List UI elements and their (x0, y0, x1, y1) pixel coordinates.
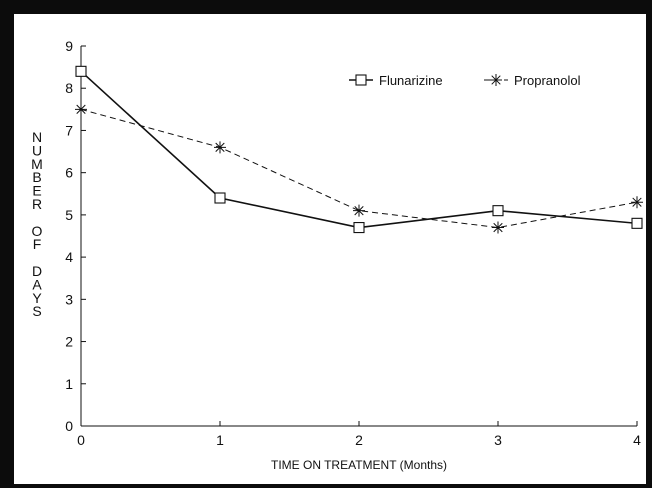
frame-right (646, 0, 652, 488)
series-layer (75, 65, 643, 234)
frame-bottom (0, 484, 652, 488)
asterisk-marker-strokes (75, 103, 87, 116)
x-tick-label: 4 (633, 432, 641, 448)
flunarizine-point (353, 222, 365, 234)
asterisk-marker-strokes (492, 221, 504, 234)
propranolol-series-line (80, 108, 638, 229)
y-tick-label: 6 (65, 165, 73, 181)
propranolol-point (631, 196, 643, 209)
x-tick-label: 0 (77, 432, 85, 448)
flunarizine-series-line (80, 70, 638, 229)
asterisk-marker-strokes (631, 196, 643, 209)
propranolol-point (214, 141, 226, 154)
flunarizine-point (492, 205, 504, 217)
frame-left (0, 0, 14, 488)
x-tick-label: 1 (216, 432, 224, 448)
flunarizine-point (631, 217, 643, 229)
axes: 0 1 2 3 4 5 6 7 8 9 0 1 2 3 4 TIME ON TREATMENT (Months… (31, 38, 641, 472)
x-axis-title: TIME ON TREATMENT (Months) (271, 458, 447, 472)
asterisk-marker-strokes (214, 141, 226, 154)
flunarizine-point (75, 65, 87, 77)
x-tick-label: 3 (494, 432, 502, 448)
legend-flunarizine-marker (355, 74, 367, 86)
legend: Flunarizine Propranolol (349, 73, 581, 88)
propranolol-point (353, 204, 365, 217)
propranolol-point (492, 221, 504, 234)
y-tick-label: 1 (65, 376, 73, 392)
y-tick-label: 3 (65, 291, 73, 307)
y-tick-label: 7 (65, 122, 73, 138)
legend-propranolol-marker (490, 74, 502, 86)
legend-flunarizine-label: Flunarizine (379, 73, 443, 88)
y-tick-label: 2 (65, 334, 73, 350)
y-tick-label: 5 (65, 207, 73, 223)
y-tick-label: 8 (65, 80, 73, 96)
flunarizine-point (214, 192, 226, 204)
propranolol-point (75, 103, 87, 116)
frame-top (0, 0, 652, 14)
y-tick-label: 9 (65, 38, 73, 54)
asterisk-marker-strokes (490, 74, 502, 86)
legend-propranolol-label: Propranolol (514, 73, 581, 88)
y-tick-label: 0 (65, 418, 73, 434)
asterisk-marker-strokes (353, 204, 365, 217)
x-tick-label: 2 (355, 432, 363, 448)
y-tick-label: 4 (65, 249, 73, 265)
